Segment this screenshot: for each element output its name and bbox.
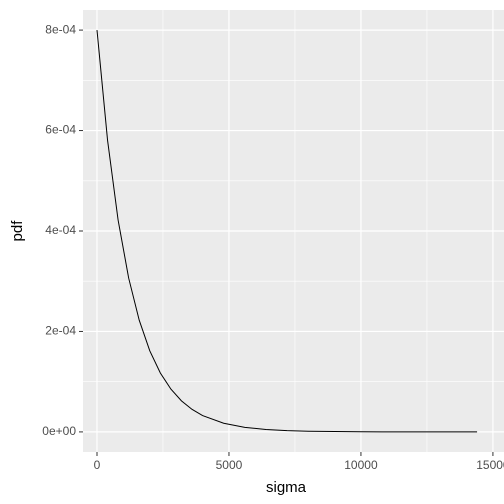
line <box>96 30 478 433</box>
y-tick-label: 4e-04 <box>45 223 76 237</box>
y-axis-title: pdf <box>9 220 26 242</box>
y-tick-label: 0e+00 <box>42 424 76 438</box>
x-tick-label: 15000 <box>476 458 504 472</box>
y-tick-label: 2e-04 <box>45 324 76 338</box>
y-tick-label: 8e-04 <box>45 22 76 36</box>
x-axis-title: sigma <box>266 479 307 496</box>
x-tick-label: 5000 <box>216 458 243 472</box>
x-tick-label: 10000 <box>344 458 378 472</box>
y-tick-label: 6e-04 <box>45 123 76 137</box>
x-tick-label: 0 <box>94 458 101 472</box>
